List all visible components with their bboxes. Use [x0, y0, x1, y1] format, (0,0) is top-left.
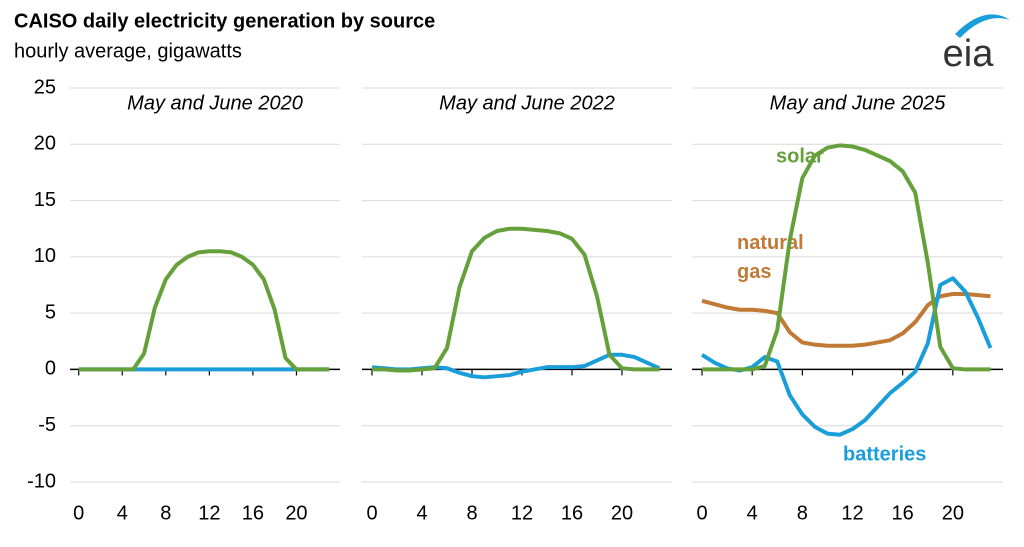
- x-tick-label: 20: [942, 502, 964, 524]
- x-tick-label: 16: [242, 502, 264, 524]
- series-line: [701, 292, 991, 348]
- x-tick-label: 20: [285, 502, 307, 524]
- y-tick-label: 5: [45, 301, 56, 323]
- panel-title: May and June 2020: [127, 92, 303, 114]
- y-tick-label: 10: [34, 245, 56, 267]
- series-label: batteries: [843, 443, 926, 465]
- x-tick-label: 4: [117, 502, 128, 524]
- chart-subtitle: hourly average, gigawatts: [14, 40, 242, 62]
- chart-title: CAISO daily electricity generation by so…: [14, 10, 435, 32]
- series-line: [78, 249, 330, 372]
- x-tick-label: 0: [366, 502, 377, 524]
- y-tick-label: 25: [34, 76, 56, 98]
- x-tick-label: 20: [611, 502, 633, 524]
- y-tick-label: 15: [34, 189, 56, 211]
- x-tick-label: 8: [466, 502, 477, 524]
- x-tick-label: 12: [511, 502, 533, 524]
- x-tick-label: 4: [747, 502, 758, 524]
- logo: eia: [943, 33, 995, 75]
- series-label: solar: [776, 145, 824, 167]
- x-tick-label: 8: [160, 502, 171, 524]
- logo-swoosh: [955, 14, 1010, 38]
- series-line: [372, 226, 660, 373]
- x-tick-label: 16: [561, 502, 583, 524]
- x-tick-label: 0: [73, 502, 84, 524]
- x-tick-label: 12: [841, 502, 863, 524]
- x-tick-label: 12: [198, 502, 220, 524]
- series-line: [702, 143, 991, 372]
- series-line: [371, 352, 661, 380]
- x-tick-label: 16: [892, 502, 914, 524]
- x-tick-label: 8: [797, 502, 808, 524]
- y-tick-label: 20: [34, 133, 56, 155]
- x-tick-label: 4: [416, 502, 427, 524]
- y-tick-label: -10: [27, 470, 56, 492]
- y-tick-label: 0: [45, 358, 56, 380]
- series-label: natural gas: [737, 232, 804, 283]
- y-tick-label: -5: [38, 414, 56, 436]
- panel-title: May and June 2022: [439, 92, 615, 114]
- panel-title: May and June 2025: [770, 92, 947, 114]
- x-tick-label: 0: [696, 502, 707, 524]
